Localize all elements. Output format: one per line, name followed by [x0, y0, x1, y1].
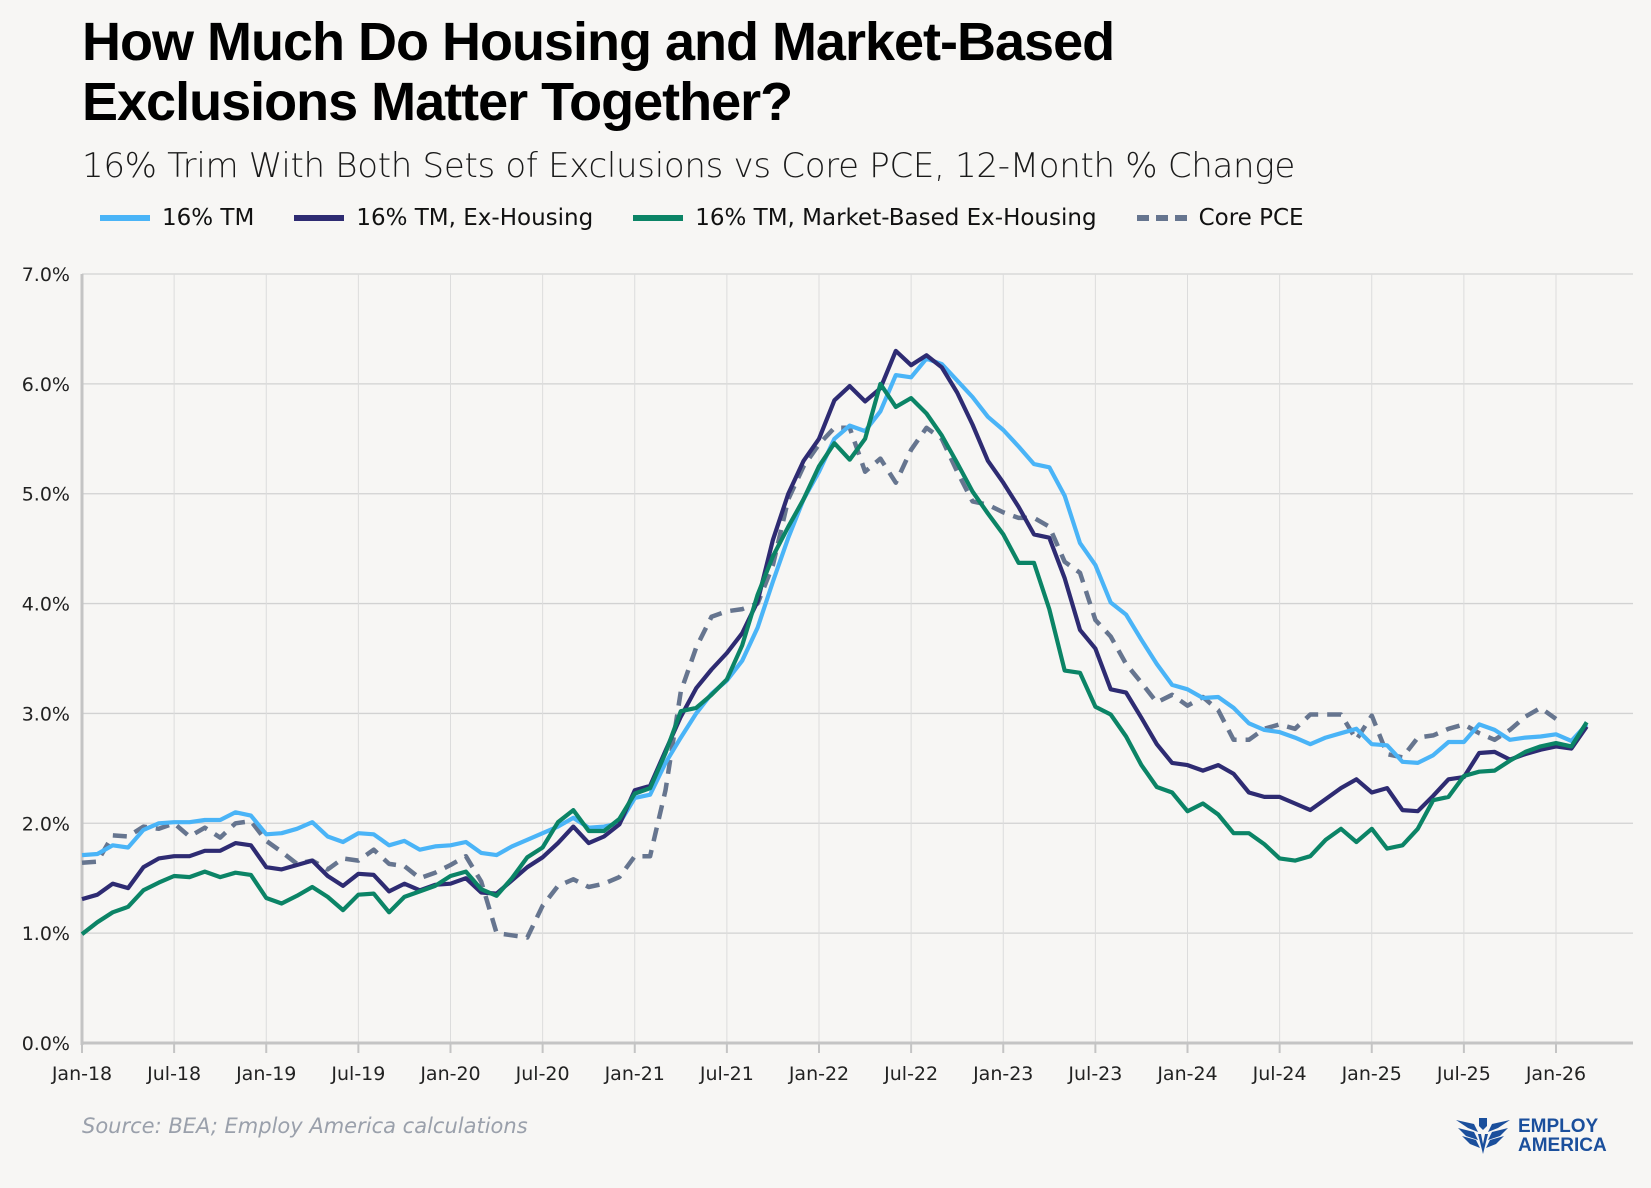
x-tick-label: Jul-21: [699, 1063, 754, 1085]
x-tick-label: Jul-25: [1436, 1063, 1491, 1085]
y-tick-label: 3.0%: [22, 703, 70, 725]
x-tick-label: Jan-18: [51, 1063, 112, 1085]
x-tick-label: Jul-23: [1067, 1063, 1122, 1085]
legend: 16% TM 16% TM, Ex-Housing 16% TM, Market…: [100, 205, 1344, 231]
x-tick-label: Jan-20: [419, 1063, 480, 1085]
series-line-core-pce: [81, 425, 1558, 940]
series-lines: [80, 348, 1589, 940]
legend-swatch: [633, 215, 684, 221]
legend-label: 16% TM: [162, 205, 255, 231]
x-tick-label: Jul-22: [883, 1063, 938, 1085]
y-axis-labels: 0.0% 1.0% 2.0% 3.0% 4.0% 5.0% 6.0% 7.0%: [22, 264, 70, 1055]
x-tick-label: Jul-18: [146, 1063, 201, 1085]
eagle-logo-icon: [1456, 1118, 1510, 1154]
x-tick-label: Jan-22: [788, 1063, 849, 1085]
gridlines: [82, 273, 1633, 1043]
x-tick-label: Jan-24: [1156, 1063, 1217, 1085]
x-tick-label: Jan-25: [1341, 1063, 1402, 1085]
legend-label: 16% TM, Ex-Housing: [356, 205, 594, 231]
series-line-16-tm-ex-housing: [81, 348, 1589, 902]
x-tick-label: Jan-21: [604, 1063, 665, 1085]
legend-label: Core PCE: [1198, 205, 1304, 231]
legend-swatch: [1136, 215, 1187, 221]
y-tick-label: 1.0%: [22, 923, 70, 945]
x-tick-label: Jul-24: [1252, 1063, 1307, 1085]
chart-subtitle: 16% Trim With Both Sets of Exclusions vs…: [82, 146, 1296, 186]
employ-america-logo: EMPLOY AMERICA: [1454, 1116, 1607, 1156]
series-line-16-tm: [81, 356, 1589, 858]
x-tick-label: Jan-19: [235, 1063, 296, 1085]
x-tick-label: Jul-19: [330, 1063, 385, 1085]
axes: [80, 274, 1633, 1053]
x-tick-label: Jan-26: [1525, 1063, 1586, 1085]
y-tick-label: 0.0%: [22, 1033, 70, 1055]
chart-title: How Much Do Housing and Market-Based Exc…: [82, 12, 1115, 132]
legend-label: 16% TM, Market-Based Ex-Housing: [695, 205, 1097, 231]
chart-title-line2: Exclusions Matter Together?: [82, 72, 793, 132]
legend-item-core-pce: Core PCE: [1136, 205, 1304, 231]
source-note: Source: BEA; Employ America calculations: [82, 1114, 528, 1138]
logo-wordmark: EMPLOY AMERICA: [1518, 1117, 1607, 1155]
y-tick-label: 6.0%: [22, 374, 70, 396]
y-tick-label: 2.0%: [22, 813, 70, 835]
y-tick-label: 5.0%: [22, 484, 70, 506]
legend-item-16-tm-market-based: 16% TM, Market-Based Ex-Housing: [633, 205, 1097, 231]
logo-line2: AMERICA: [1518, 1135, 1607, 1156]
legend-swatch: [100, 215, 150, 221]
x-axis-labels: Jan-18 Jul-18 Jan-19 Jul-19 Jan-20 Jul-20 Jan-…: [51, 1063, 1586, 1085]
y-tick-label: 4.0%: [22, 594, 70, 616]
x-tick-label: Jan-23: [972, 1063, 1033, 1085]
logo-line1: EMPLOY: [1518, 1116, 1599, 1137]
legend-item-16-tm-ex-housing: 16% TM, Ex-Housing: [294, 205, 593, 231]
series-line-16-tm-market-based-ex-housing: [80, 381, 1589, 936]
legend-item-16-tm: 16% TM: [100, 205, 254, 231]
chart-title-line1: How Much Do Housing and Market-Based: [82, 12, 1115, 72]
x-tick-label: Jul-20: [515, 1063, 570, 1085]
y-tick-label: 7.0%: [22, 264, 70, 286]
legend-swatch: [294, 215, 345, 221]
